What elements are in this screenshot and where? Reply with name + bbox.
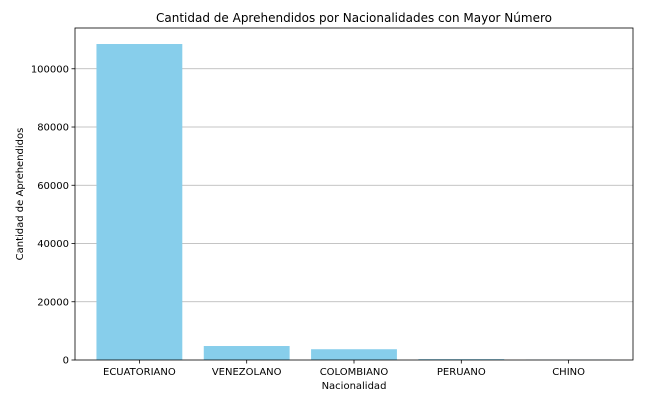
x-axis-label: Nacionalidad [322, 381, 387, 392]
bar-colombiano [311, 349, 397, 360]
y-tick-label: 20000 [37, 297, 69, 308]
y-tick-label: 100000 [31, 64, 69, 75]
x-tick-label: ECUATORIANO [103, 367, 176, 378]
bar-venezolano [203, 346, 290, 360]
y-axis-label: Cantidad de Aprehendidos [15, 128, 26, 261]
y-tick-label: 60000 [37, 181, 69, 192]
x-tick-label: COLOMBIANO [320, 367, 389, 378]
x-tick-label: VENEZOLANO [212, 367, 282, 378]
bar-peruano [418, 359, 505, 360]
y-tick-label: 0 [63, 356, 69, 367]
y-tick-label: 40000 [37, 239, 69, 250]
y-axis-ticks: 0 20000 40000 60000 80000 100000 [31, 64, 75, 367]
y-tick-label: 80000 [37, 123, 69, 134]
x-tick-label: CHINO [552, 367, 585, 378]
chart-title: Cantidad de Aprehendidos por Nacionalida… [156, 11, 552, 25]
x-tick-label: PERUANO [437, 367, 486, 378]
bar-ecuatoriano [96, 44, 183, 360]
x-axis-ticks: ECUATORIANO VENEZOLANO COLOMBIANO PERUANO CH… [103, 360, 585, 378]
bar-layer [96, 44, 612, 360]
